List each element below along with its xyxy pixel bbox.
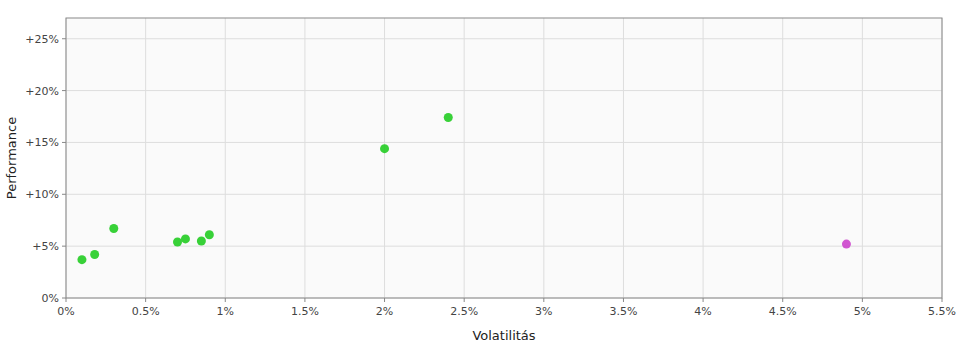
tick-mark-y bbox=[62, 194, 66, 195]
grid-line-x bbox=[225, 18, 226, 298]
tick-label-x: 5% bbox=[854, 305, 871, 318]
marks bbox=[77, 113, 851, 264]
tick-mark-y bbox=[62, 298, 66, 299]
tick-label-x: 1.5% bbox=[291, 305, 319, 318]
grid-line-y bbox=[66, 90, 942, 91]
scatter-point bbox=[842, 240, 851, 249]
grid-line-x bbox=[703, 18, 704, 298]
x-axis-label: Volatilitás bbox=[472, 328, 535, 343]
tick-label-x: 3.5% bbox=[609, 305, 637, 318]
grid bbox=[66, 18, 942, 298]
grid-line-x bbox=[384, 18, 385, 298]
scatter-point bbox=[205, 230, 214, 239]
plot-frame bbox=[66, 18, 942, 298]
grid-line-y bbox=[66, 194, 942, 195]
tick-label-x: 0.5% bbox=[132, 305, 160, 318]
scatter-point bbox=[444, 113, 453, 122]
tick-mark-x bbox=[703, 298, 704, 302]
tick-mark-y bbox=[62, 90, 66, 91]
tick-label-x: 0% bbox=[57, 305, 74, 318]
plot-background bbox=[66, 18, 942, 298]
series bbox=[842, 240, 851, 249]
tick-label-y: +25% bbox=[25, 33, 59, 46]
chart: 0% 0.5% 1% 1.5% 2% 2.5% 3% 3.5% 4% 4.5% 5% 5.5% 0% +5… bbox=[0, 0, 966, 350]
tick-mark-x bbox=[66, 298, 67, 302]
y-axis-label: Performance bbox=[4, 117, 19, 199]
tick-labels: 0% 0.5% 1% 1.5% 2% 2.5% 3% 3.5% 4% 4.5% 5% 5.5% 0% +5… bbox=[25, 33, 956, 318]
page: {"chart_data": {"type": "scatter", "xlab… bbox=[0, 0, 966, 350]
grid-line-x bbox=[145, 18, 146, 298]
grid-line-x bbox=[304, 18, 305, 298]
grid-line-x bbox=[464, 18, 465, 298]
tick-mark-x bbox=[862, 298, 863, 302]
tick-mark-x bbox=[384, 298, 385, 302]
tick-mark-x bbox=[782, 298, 783, 302]
tick-label-y: +10% bbox=[25, 188, 59, 201]
tick-mark-y bbox=[62, 142, 66, 143]
grid-line-y bbox=[66, 142, 942, 143]
grid-line-x bbox=[623, 18, 624, 298]
series bbox=[77, 113, 452, 264]
tick-label-x: 4% bbox=[694, 305, 711, 318]
tick-mark-x bbox=[145, 298, 146, 302]
tick-label-x: 2% bbox=[376, 305, 393, 318]
grid-line-x bbox=[782, 18, 783, 298]
scatter-point bbox=[181, 234, 190, 243]
tick-mark-x bbox=[304, 298, 305, 302]
scatter-point bbox=[90, 250, 99, 259]
tick-mark-x bbox=[623, 298, 624, 302]
tick-label-x: 1% bbox=[217, 305, 234, 318]
tick-mark-y bbox=[62, 246, 66, 247]
scatter-point bbox=[109, 224, 118, 233]
tick-label-x: 2.5% bbox=[450, 305, 478, 318]
tick-mark-x bbox=[225, 298, 226, 302]
tick-label-y: +5% bbox=[32, 240, 59, 253]
tick-label-y: +20% bbox=[25, 85, 59, 98]
grid-line-y bbox=[66, 246, 942, 247]
scatter-point bbox=[173, 238, 182, 247]
tick-mark-x bbox=[942, 298, 943, 302]
scatter-point bbox=[380, 144, 389, 153]
grid-line-x bbox=[543, 18, 544, 298]
tick-mark-y bbox=[62, 38, 66, 39]
tick-label-y: 0% bbox=[42, 292, 59, 305]
grid-line-x bbox=[862, 18, 863, 298]
tick-mark-x bbox=[543, 298, 544, 302]
tick-label-x: 4.5% bbox=[769, 305, 797, 318]
tick-label-y: +15% bbox=[25, 136, 59, 149]
scatter-point bbox=[77, 255, 86, 264]
scatter-point bbox=[197, 236, 206, 245]
tick-label-x: 3% bbox=[535, 305, 552, 318]
grid-line-y bbox=[66, 38, 942, 39]
tick-mark-x bbox=[464, 298, 465, 302]
tick-label-x: 5.5% bbox=[928, 305, 956, 318]
